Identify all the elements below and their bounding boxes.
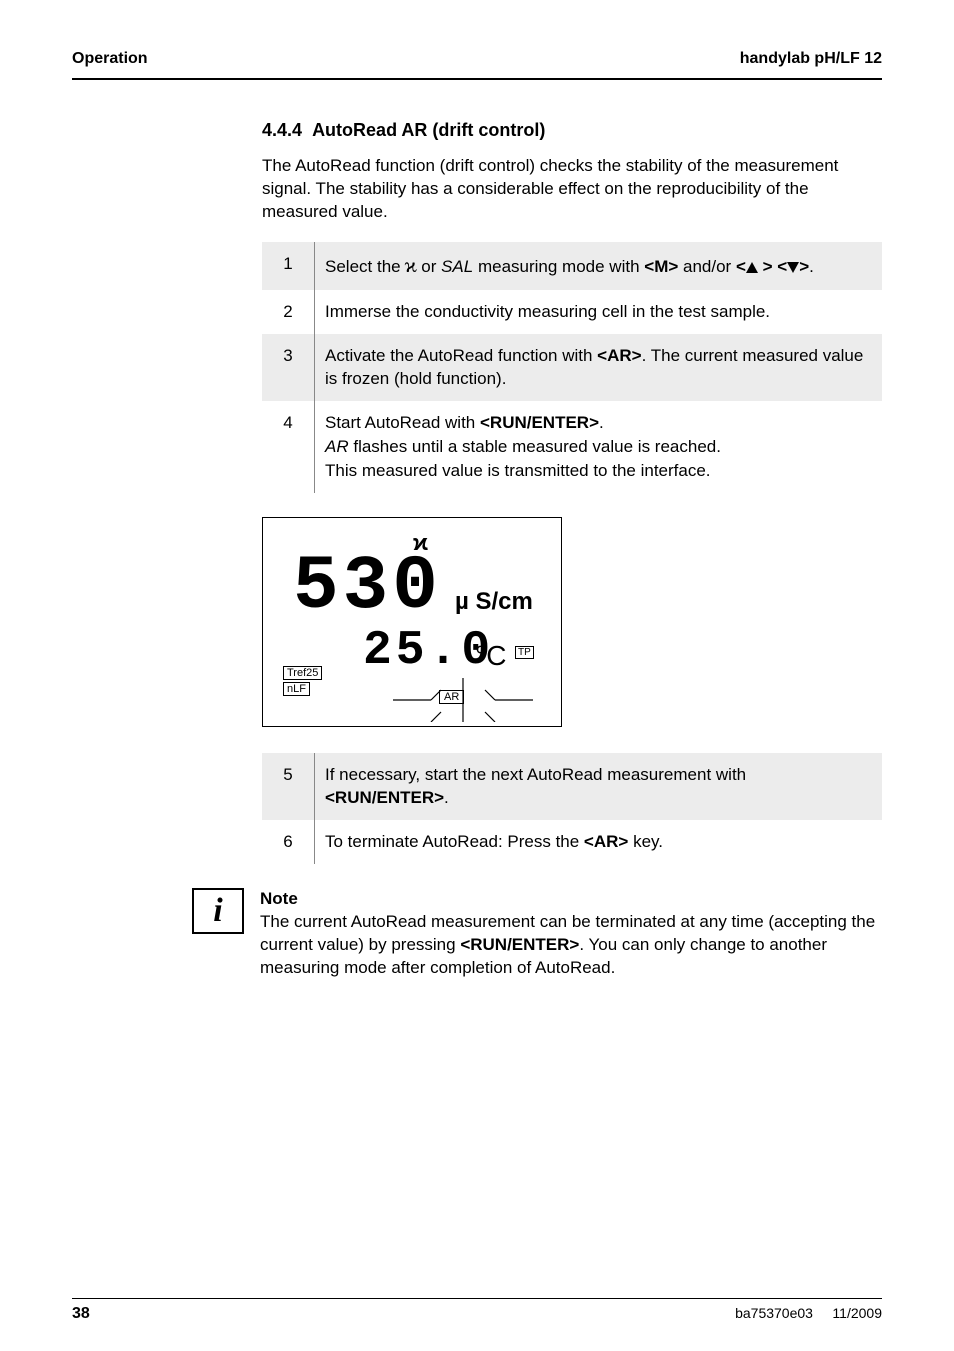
section-heading: 4.4.4 AutoRead AR (drift control) (262, 120, 882, 141)
left-indicators: Tref25 nLF (283, 666, 322, 698)
table-row: 1Select the ϰ or SAL measuring mode with… (262, 242, 882, 290)
table-row: 6To terminate AutoRead: Press the <AR> k… (262, 820, 882, 864)
table-row: 5If necessary, start the next AutoRead m… (262, 753, 882, 821)
steps-table-a: 1Select the ϰ or SAL measuring mode with… (262, 242, 882, 493)
step-text: If necessary, start the next AutoRead me… (315, 753, 883, 821)
step-text: Activate the AutoRead function with <AR>… (315, 334, 883, 402)
page-number: 38 (72, 1305, 90, 1323)
step-number: 6 (262, 820, 315, 864)
measurement-display: ϰ 530 µ S/cm 25.0 °C TP Tref25 nLF AR (262, 517, 562, 727)
page-footer: 38 ba75370e03 11/2009 (72, 1298, 882, 1323)
step-number: 2 (262, 290, 315, 334)
table-row: 4Start AutoRead with <RUN/ENTER>.AR flas… (262, 401, 882, 492)
step-number: 3 (262, 334, 315, 402)
table-row: 2Immerse the conductivity measuring cell… (262, 290, 882, 334)
step-number: 5 (262, 753, 315, 821)
note-body: The current AutoRead measurement can be … (260, 911, 882, 980)
table-row: 3Activate the AutoRead function with <AR… (262, 334, 882, 402)
step-text: Start AutoRead with <RUN/ENTER>.AR flash… (315, 401, 883, 492)
info-icon: i (192, 888, 244, 934)
step-number: 4 (262, 401, 315, 492)
display-ticks-icon (393, 678, 533, 722)
steps-table-b: 5If necessary, start the next AutoRead m… (262, 753, 882, 864)
step-text: To terminate AutoRead: Press the <AR> ke… (315, 820, 883, 864)
note-title: Note (260, 888, 882, 911)
doc-date: 11/2009 (832, 1305, 882, 1321)
header-left: Operation (72, 50, 148, 68)
sub-unit: °C (475, 640, 506, 672)
main-reading: 530 (293, 544, 442, 630)
tp-indicator: TP (515, 646, 534, 659)
step-text: Immerse the conductivity measuring cell … (315, 290, 883, 334)
step-number: 1 (262, 242, 315, 290)
header-right: handylab pH/LF 12 (740, 50, 882, 68)
doc-id: ba75370e03 (735, 1305, 813, 1321)
main-unit: µ S/cm (455, 588, 533, 616)
step-text: Select the ϰ or SAL measuring mode with … (315, 242, 883, 290)
intro-paragraph: The AutoRead function (drift control) ch… (262, 155, 882, 224)
